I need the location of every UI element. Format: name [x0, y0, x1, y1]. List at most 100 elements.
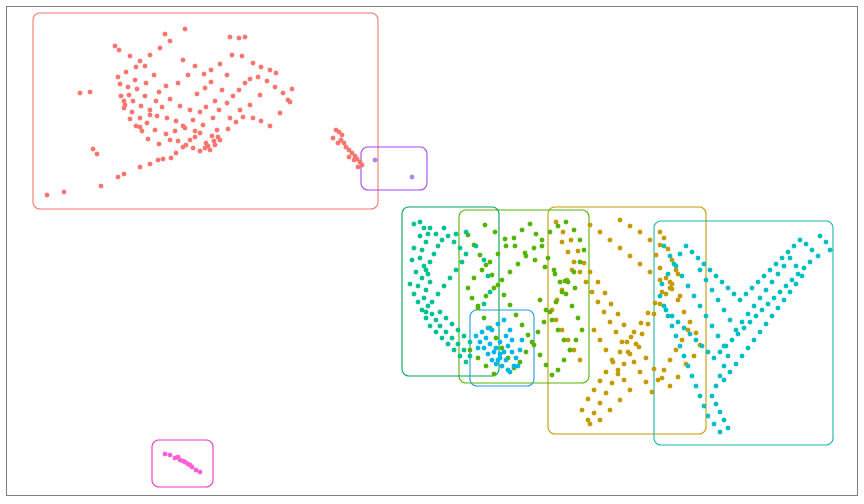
data-point — [781, 297, 787, 303]
data-point — [663, 291, 669, 297]
data-point — [481, 257, 487, 263]
data-point — [409, 257, 415, 263]
data-point — [239, 53, 245, 59]
data-point — [683, 243, 689, 249]
data-point — [413, 269, 419, 275]
data-point — [735, 331, 741, 337]
data-point — [532, 257, 538, 263]
data-point — [433, 231, 439, 237]
data-point — [685, 363, 691, 369]
data-point — [651, 366, 657, 372]
data-point — [717, 429, 723, 435]
data-point — [346, 154, 352, 160]
data-point — [763, 287, 769, 293]
data-point — [681, 353, 687, 359]
data-point — [669, 323, 675, 329]
data-point — [511, 363, 517, 369]
data-point — [661, 235, 667, 241]
data-point — [457, 245, 463, 251]
data-point — [152, 127, 158, 133]
data-point — [116, 47, 122, 53]
data-point — [515, 261, 521, 267]
data-point — [481, 345, 487, 351]
data-point — [675, 297, 681, 303]
data-point — [247, 102, 253, 108]
data-point — [657, 229, 663, 235]
data-point — [155, 157, 161, 163]
data-point — [126, 92, 132, 98]
data-point — [115, 174, 121, 180]
data-point — [733, 361, 739, 367]
data-point — [421, 225, 427, 231]
data-point — [423, 309, 429, 315]
data-point — [421, 295, 427, 301]
data-point — [643, 355, 649, 361]
data-point — [565, 249, 571, 255]
data-point — [577, 269, 583, 275]
data-point — [636, 344, 642, 350]
data-point — [509, 337, 515, 343]
data-point — [167, 38, 173, 44]
data-point — [721, 307, 727, 313]
data-point — [705, 349, 711, 355]
data-point — [757, 329, 763, 335]
data-point — [637, 369, 643, 375]
data-point — [737, 297, 743, 303]
data-point — [154, 113, 160, 119]
data-point — [579, 327, 585, 333]
data-point — [542, 264, 548, 270]
data-point — [219, 87, 225, 93]
data-point — [555, 223, 561, 229]
data-point — [467, 353, 473, 359]
data-point — [575, 248, 581, 254]
data-point — [475, 303, 481, 309]
data-point — [417, 255, 423, 261]
data-point — [175, 80, 181, 86]
data-point — [703, 313, 709, 319]
data-point — [703, 277, 709, 283]
data-point — [503, 357, 509, 363]
data-point — [767, 267, 773, 273]
plot-panel-border — [6, 6, 858, 496]
data-point — [173, 150, 179, 156]
data-point — [739, 319, 745, 325]
data-point — [615, 371, 621, 377]
data-point — [208, 79, 214, 85]
data-point — [122, 102, 128, 108]
data-point — [725, 285, 731, 291]
data-point — [407, 281, 413, 287]
data-point — [657, 242, 663, 248]
data-point — [255, 74, 261, 80]
data-point — [215, 134, 221, 140]
data-point — [125, 84, 131, 90]
data-point — [537, 352, 543, 358]
data-point — [693, 383, 699, 389]
data-point — [277, 110, 283, 116]
data-point — [669, 313, 675, 319]
data-point — [571, 269, 577, 275]
data-point — [411, 221, 417, 227]
data-point — [717, 349, 723, 355]
data-point — [437, 323, 443, 329]
data-point — [571, 227, 577, 233]
data-point — [803, 241, 809, 247]
data-point — [553, 219, 559, 225]
data-point — [203, 140, 209, 146]
data-point — [685, 327, 691, 333]
data-point — [551, 267, 557, 273]
data-point — [673, 347, 679, 353]
data-point — [673, 267, 679, 273]
data-point — [533, 231, 539, 237]
data-point — [659, 289, 665, 295]
data-point — [435, 243, 441, 249]
data-point — [475, 345, 481, 351]
data-point — [615, 311, 621, 317]
data-point — [341, 140, 347, 146]
data-point — [572, 285, 578, 291]
data-point — [691, 293, 697, 299]
data-point — [280, 90, 286, 96]
data-point — [601, 309, 607, 315]
data-point — [595, 279, 601, 285]
data-point — [451, 239, 457, 245]
data-point — [451, 347, 457, 353]
